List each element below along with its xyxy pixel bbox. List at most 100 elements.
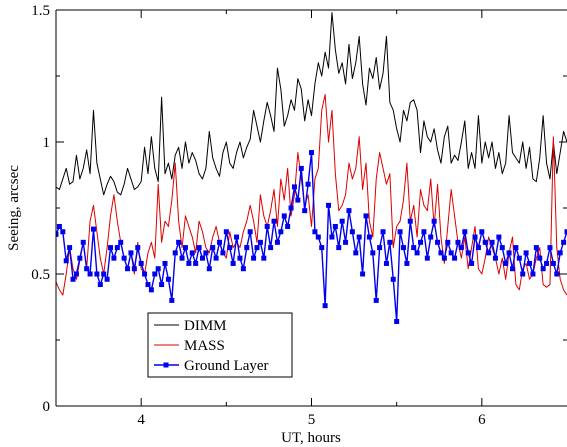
data-point-ground-layer (70, 276, 76, 282)
data-point-ground-layer (482, 239, 488, 245)
data-point-ground-layer (145, 282, 151, 288)
data-point-ground-layer (455, 239, 461, 245)
data-point-ground-layer (486, 250, 492, 256)
data-point-ground-layer (400, 245, 406, 251)
data-point-ground-layer (196, 245, 202, 251)
series-line-dimm (56, 12, 567, 196)
x-axis-title: UT, hours (281, 430, 341, 446)
data-point-ground-layer (520, 271, 526, 277)
data-point-ground-layer (121, 255, 127, 261)
data-point-ground-layer (356, 234, 362, 240)
data-point-ground-layer (94, 271, 100, 277)
data-point-ground-layer (435, 239, 441, 245)
data-point-ground-layer (479, 229, 485, 235)
data-point-ground-layer (397, 229, 403, 235)
data-point-ground-layer (247, 229, 253, 235)
data-point-ground-layer (77, 255, 83, 261)
data-point-ground-layer (240, 266, 246, 272)
data-point-ground-layer (210, 245, 216, 251)
data-point-ground-layer (523, 250, 529, 256)
data-point-ground-layer (87, 271, 93, 277)
data-point-ground-layer (271, 218, 277, 224)
data-point-ground-layer (169, 297, 175, 303)
data-point-ground-layer (387, 239, 393, 245)
data-point-ground-layer (452, 255, 458, 261)
data-point-ground-layer (458, 245, 464, 251)
data-point-ground-layer (370, 250, 376, 256)
data-point-ground-layer (441, 255, 447, 261)
y-tick-label: 1.5 (31, 3, 50, 19)
data-point-ground-layer (360, 271, 366, 277)
data-point-ground-layer (513, 245, 519, 251)
data-point-ground-layer (315, 234, 321, 240)
data-point-ground-layer (305, 181, 311, 187)
data-point-ground-layer (60, 229, 66, 235)
data-point-ground-layer (80, 239, 86, 245)
data-point-ground-layer (438, 250, 444, 256)
data-point-ground-layer (424, 255, 430, 261)
ticks-layer: 0 0.5 1 1.5 4 5 6 (31, 3, 567, 428)
data-point-ground-layer (261, 255, 267, 261)
data-point-ground-layer (339, 218, 345, 224)
data-point-ground-layer (227, 245, 233, 251)
data-point-ground-layer (353, 250, 359, 256)
data-point-ground-layer (496, 234, 502, 240)
data-point-ground-layer (530, 271, 536, 277)
series-line-ground-layer (56, 151, 567, 323)
data-point-ground-layer (264, 223, 270, 229)
data-point-ground-layer (550, 260, 556, 266)
data-point-ground-layer (56, 231, 59, 237)
data-point-ground-layer (380, 229, 386, 235)
data-point-ground-layer (469, 260, 475, 266)
legend-label-mass: MASS (184, 338, 225, 354)
data-point-ground-layer (309, 150, 314, 156)
data-point-ground-layer (162, 260, 168, 266)
data-point-ground-layer (547, 245, 553, 251)
data-point-ground-layer (84, 266, 90, 272)
data-point-ground-layer (346, 208, 352, 214)
data-point-ground-layer (516, 255, 522, 261)
legend: DIMM MASS Ground Layer (147, 312, 293, 378)
data-point-ground-layer (165, 276, 171, 282)
data-point-ground-layer (557, 250, 563, 256)
data-point-ground-layer (97, 282, 103, 288)
data-point-ground-layer (465, 250, 471, 256)
data-point-ground-layer (503, 260, 509, 266)
y-axis-title: Seeing, arcsec (6, 165, 22, 251)
data-point-ground-layer (506, 250, 512, 256)
data-point-ground-layer (475, 245, 481, 251)
data-point-ground-layer (363, 213, 369, 219)
data-point-ground-layer (540, 266, 546, 272)
data-point-ground-layer (73, 271, 79, 277)
data-point-ground-layer (274, 239, 280, 245)
data-point-ground-layer (108, 245, 114, 251)
data-point-ground-layer (254, 245, 260, 251)
data-point-ground-layer (118, 239, 124, 245)
data-point-ground-layer (319, 245, 325, 251)
data-point-ground-layer (326, 202, 332, 208)
data-point-ground-layer (561, 239, 567, 245)
data-point-ground-layer (404, 260, 410, 266)
x-tick-label: 6 (478, 412, 486, 428)
x-tick-label: 4 (137, 412, 145, 428)
data-point-ground-layer (125, 266, 131, 272)
y-tick-label: 1 (43, 135, 51, 151)
data-point-ground-layer (135, 245, 141, 251)
data-point-ground-layer (527, 260, 533, 266)
data-point-ground-layer (142, 271, 148, 277)
data-point-ground-layer (159, 282, 165, 288)
data-point-ground-layer (176, 239, 182, 245)
y-tick-label: 0 (43, 399, 51, 415)
data-point-ground-layer (428, 234, 434, 240)
data-point-ground-layer (189, 250, 195, 256)
data-point-ground-layer (268, 245, 274, 251)
data-point-ground-layer (322, 303, 328, 309)
data-point-ground-layer (56, 223, 62, 229)
data-point-ground-layer (131, 266, 137, 272)
data-point-ground-layer (302, 208, 308, 214)
legend-label-dimm: DIMM (184, 318, 227, 334)
data-point-ground-layer (257, 239, 263, 245)
data-point-ground-layer (564, 229, 567, 235)
data-point-ground-layer (554, 271, 560, 277)
